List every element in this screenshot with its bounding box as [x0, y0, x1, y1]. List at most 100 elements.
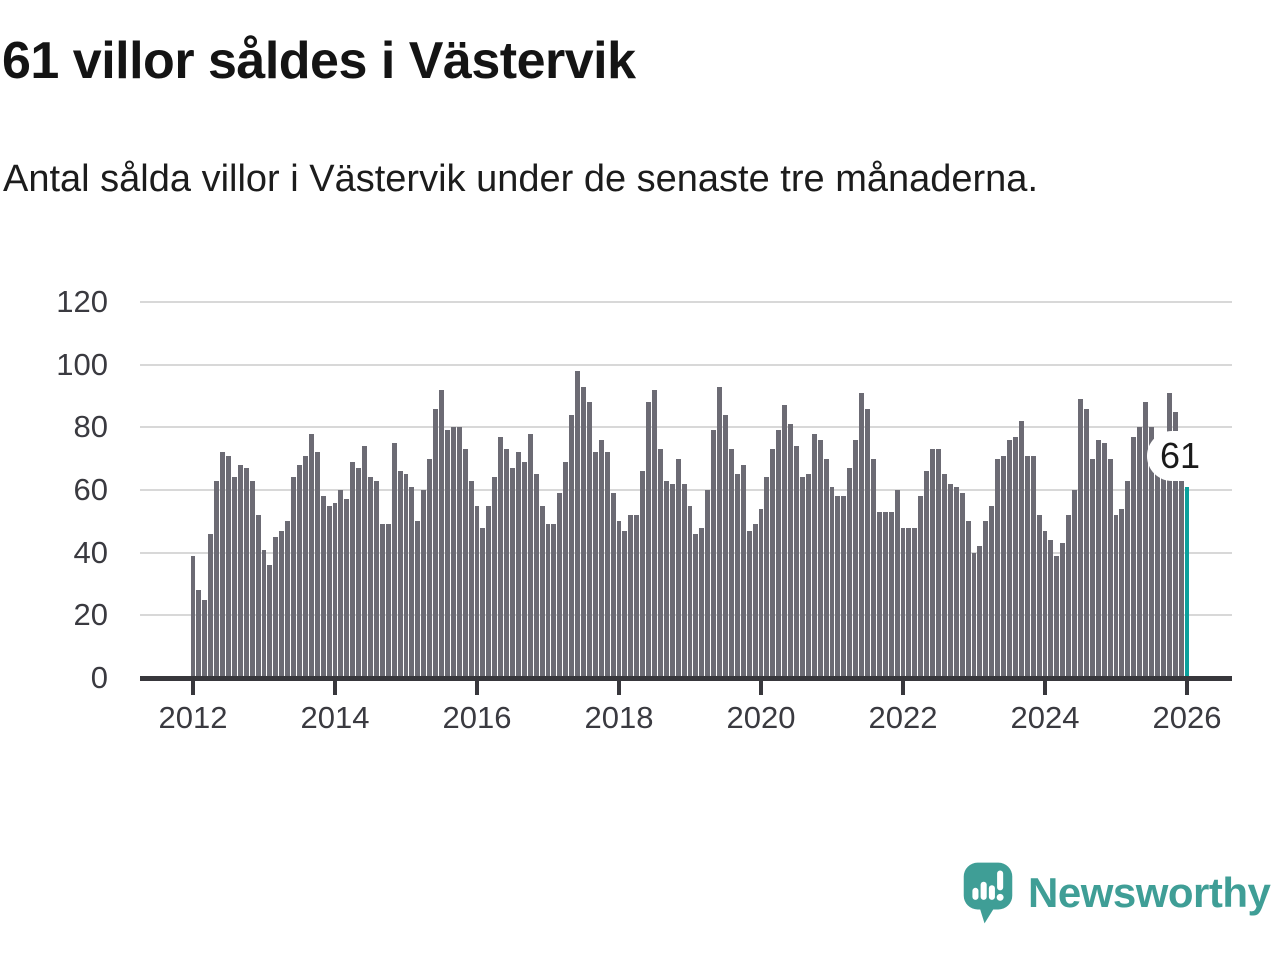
y-tick-label: 20 — [73, 597, 108, 633]
bar — [356, 468, 362, 678]
bar — [344, 499, 350, 678]
gridline — [140, 301, 1232, 303]
value-callout-text: 61 — [1159, 434, 1201, 476]
bar — [320, 496, 326, 678]
page-subtitle: Antal sålda villor i Västervik under de … — [3, 158, 1038, 200]
bar — [941, 474, 947, 678]
bar — [770, 449, 776, 678]
x-axis-line — [140, 676, 1232, 681]
bar — [1125, 480, 1131, 678]
bar — [675, 458, 681, 678]
bar — [1137, 427, 1143, 678]
bar — [977, 546, 983, 678]
bar — [616, 521, 622, 678]
bar — [622, 530, 628, 678]
bar — [782, 405, 788, 678]
bar — [995, 458, 1001, 678]
bar — [1143, 402, 1149, 678]
y-tick-label: 60 — [73, 472, 108, 507]
bar — [859, 392, 865, 678]
y-tick-label: 100 — [56, 346, 108, 382]
x-tick-label: 2024 — [1010, 700, 1080, 735]
bar — [764, 477, 770, 678]
bar — [1149, 427, 1154, 678]
bar — [510, 468, 515, 678]
bar — [214, 480, 220, 678]
bar — [1101, 443, 1107, 678]
bar — [870, 458, 876, 678]
x-tick-label: 2018 — [584, 700, 654, 735]
bar — [1001, 455, 1007, 678]
bar — [752, 524, 758, 678]
bar — [492, 477, 498, 678]
bar — [1172, 411, 1178, 678]
bar — [504, 449, 510, 678]
value-callout: 61 — [1147, 430, 1213, 481]
x-tick — [901, 681, 905, 695]
bar — [723, 414, 728, 678]
bar — [1024, 455, 1030, 678]
bar — [1166, 392, 1172, 678]
bar — [202, 599, 208, 678]
x-tick — [475, 681, 479, 695]
bar — [1083, 408, 1089, 678]
bar — [1042, 530, 1048, 678]
bar — [711, 430, 717, 678]
bar — [249, 480, 255, 678]
bar — [267, 565, 273, 678]
bar — [563, 461, 569, 678]
bar — [220, 452, 226, 678]
bar — [439, 389, 444, 678]
bar — [397, 471, 403, 678]
bar — [882, 511, 888, 678]
bar — [900, 527, 906, 678]
bar — [693, 533, 699, 678]
bar — [314, 452, 320, 678]
bar — [829, 486, 835, 678]
bar — [527, 433, 533, 678]
bar — [669, 483, 675, 678]
bar — [498, 436, 504, 678]
bar — [575, 370, 581, 678]
bar — [450, 427, 456, 678]
bar — [515, 452, 521, 678]
bar — [841, 496, 847, 678]
bar — [746, 530, 752, 678]
bar — [462, 449, 468, 678]
bar — [705, 490, 711, 678]
bar — [699, 527, 705, 678]
bars — [140, 302, 1232, 678]
bar — [728, 449, 734, 678]
bar — [906, 527, 912, 678]
bar — [373, 480, 379, 678]
bar — [243, 468, 249, 678]
bar — [799, 477, 805, 678]
bar — [983, 521, 989, 678]
bar — [1119, 508, 1125, 678]
bar — [794, 446, 799, 678]
plot-area: 2012 2014 2016 2018 2020 2022 2024 2026 61 — [140, 301, 1232, 735]
y-tick-label: 40 — [73, 534, 108, 570]
bar — [1078, 399, 1083, 678]
bar — [196, 590, 202, 678]
bar — [539, 505, 545, 678]
bar — [338, 490, 344, 678]
x-tick — [1043, 681, 1047, 695]
y-tick-label: 120 — [56, 284, 108, 319]
bar — [592, 452, 598, 678]
gridline — [140, 426, 1232, 429]
bar — [433, 408, 439, 678]
bar — [261, 549, 267, 678]
bar — [1107, 458, 1113, 678]
bar — [953, 486, 959, 678]
bar — [1131, 436, 1137, 678]
bar — [368, 477, 373, 678]
bar — [989, 505, 995, 678]
bar — [652, 389, 657, 678]
bar — [208, 533, 214, 678]
bar — [959, 493, 965, 678]
bar — [1007, 439, 1012, 678]
bar — [350, 461, 356, 678]
gridline — [140, 363, 1232, 366]
bar — [237, 464, 243, 678]
